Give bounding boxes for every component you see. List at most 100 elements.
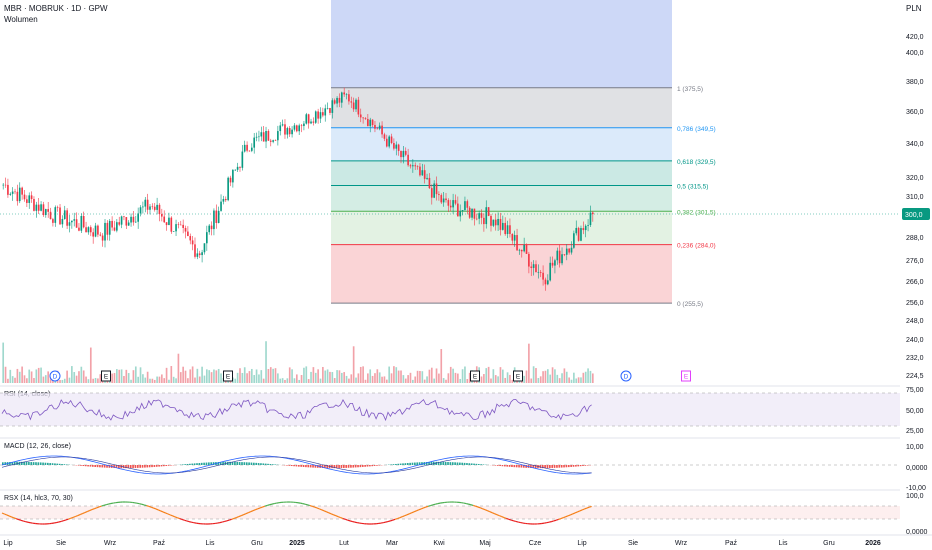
symbol-title[interactable]: MBR · MOBRUK · 1D · GPW — [4, 4, 108, 13]
price-tick-label: 248,0 — [906, 318, 924, 325]
macd-histogram-bar — [560, 465, 563, 468]
volume-bar — [381, 376, 383, 383]
rsx-line-segment — [89, 509, 93, 512]
candle-body — [265, 131, 267, 142]
macd-histogram-bar — [475, 463, 478, 465]
volume-bar — [504, 377, 507, 383]
volume-bar — [168, 379, 170, 383]
candle-body — [149, 206, 151, 210]
rsx-line-segment — [484, 509, 488, 512]
volume-bar — [82, 370, 85, 383]
candle-body — [447, 200, 450, 206]
candle-body — [33, 199, 35, 211]
price-tick-label: 266,0 — [906, 279, 924, 286]
volume-bar — [198, 376, 201, 383]
fibonacci-retracement[interactable] — [331, 0, 672, 304]
rsx-line-segment — [259, 506, 263, 509]
volume-bar — [565, 371, 568, 383]
candle-body — [229, 177, 232, 183]
rsx-line-segment — [491, 512, 495, 515]
candle-body — [591, 212, 594, 215]
volume-bar — [421, 371, 424, 383]
volume-bar — [367, 373, 369, 383]
time-tick-label: Lip — [3, 540, 12, 547]
volume-bar — [539, 376, 542, 383]
rsx-line-segment — [342, 517, 346, 520]
rsi-band — [0, 393, 900, 426]
time-tick-label: Paź — [153, 540, 166, 547]
macd-histogram-bar — [94, 465, 97, 467]
volume-bar — [28, 369, 31, 383]
rsx-line-segment — [473, 504, 476, 507]
volume-bar — [125, 369, 128, 383]
candle-body — [502, 222, 504, 230]
candle-body — [312, 121, 315, 123]
volume-bar — [42, 376, 45, 383]
fib-zone — [331, 211, 672, 245]
macd-histogram-bar — [572, 465, 575, 467]
macd-histogram-bar — [501, 465, 504, 467]
price-axis[interactable]: 420,0 400,0 380,0 360,0 340,0 320,0 310,0 288,0… — [902, 34, 930, 536]
volume-bar — [303, 367, 305, 383]
macd-histogram-bar — [584, 465, 587, 466]
volume-bar — [44, 375, 47, 383]
candle-body — [388, 136, 390, 147]
fib-level-label: 0,5 (315,5) — [677, 184, 708, 191]
rsx-line-segment — [468, 503, 472, 506]
candle-body — [468, 207, 471, 218]
candle-body — [378, 125, 381, 129]
macd-histogram-bar — [11, 461, 14, 465]
volume-bar — [269, 367, 272, 383]
volume-bar — [480, 376, 483, 383]
macd-label: MACD (12, 26, close) — [4, 443, 71, 450]
candle-body — [390, 136, 393, 144]
macd-histogram-bar — [541, 465, 544, 469]
macd-histogram-bar — [253, 462, 255, 465]
volume-bar — [208, 370, 211, 383]
candle-body — [66, 210, 68, 226]
candle-body — [272, 140, 274, 142]
candle-body — [525, 244, 528, 254]
candlestick-series[interactable] — [2, 87, 594, 291]
macd-histogram-bar — [23, 461, 25, 465]
candle-body — [400, 150, 402, 158]
volume-bar — [485, 368, 488, 383]
volume-bar — [433, 378, 435, 383]
earnings-marker — [470, 370, 480, 382]
time-axis[interactable]: Lip Sie Wrz Paź Lis Gru 2025 Lut Mar Kwi Maj Cze Lip… — [0, 534, 932, 547]
macd-histogram-bar — [321, 465, 324, 468]
candle-body — [454, 200, 457, 204]
volume-bar — [409, 372, 412, 383]
volume-bar — [288, 367, 291, 383]
volume-bar — [291, 369, 293, 383]
volume-bar — [153, 379, 156, 383]
indicator-tick-label: 0,0000 — [906, 465, 928, 472]
candle-body — [28, 195, 31, 203]
candle-body — [170, 217, 173, 232]
candle-body — [480, 213, 483, 218]
volume-bar — [248, 371, 251, 383]
macd-histogram-bar — [444, 461, 447, 465]
macd-histogram-bar — [300, 465, 303, 467]
candle-body — [56, 207, 59, 208]
rsx-line-segment — [352, 520, 355, 523]
rsx-line-segment — [188, 521, 192, 523]
last-price-label: 300,0 — [905, 212, 923, 219]
macd-histogram-bar — [208, 462, 210, 465]
volume-bar — [546, 369, 549, 383]
rsx-line-segment — [558, 518, 562, 521]
volume-bar — [236, 372, 239, 383]
rsx-line-segment — [153, 507, 157, 510]
candle-body — [187, 231, 189, 237]
candle-body — [369, 119, 372, 127]
volume-bar — [464, 366, 466, 383]
volume-bar — [355, 377, 357, 383]
rsx-line-segment — [233, 516, 237, 519]
rsx-line-segment — [238, 515, 242, 518]
rsx-line-segment — [555, 518, 559, 521]
candle-body — [331, 100, 334, 113]
volume-bar — [442, 378, 445, 383]
volume-bar — [163, 378, 166, 383]
